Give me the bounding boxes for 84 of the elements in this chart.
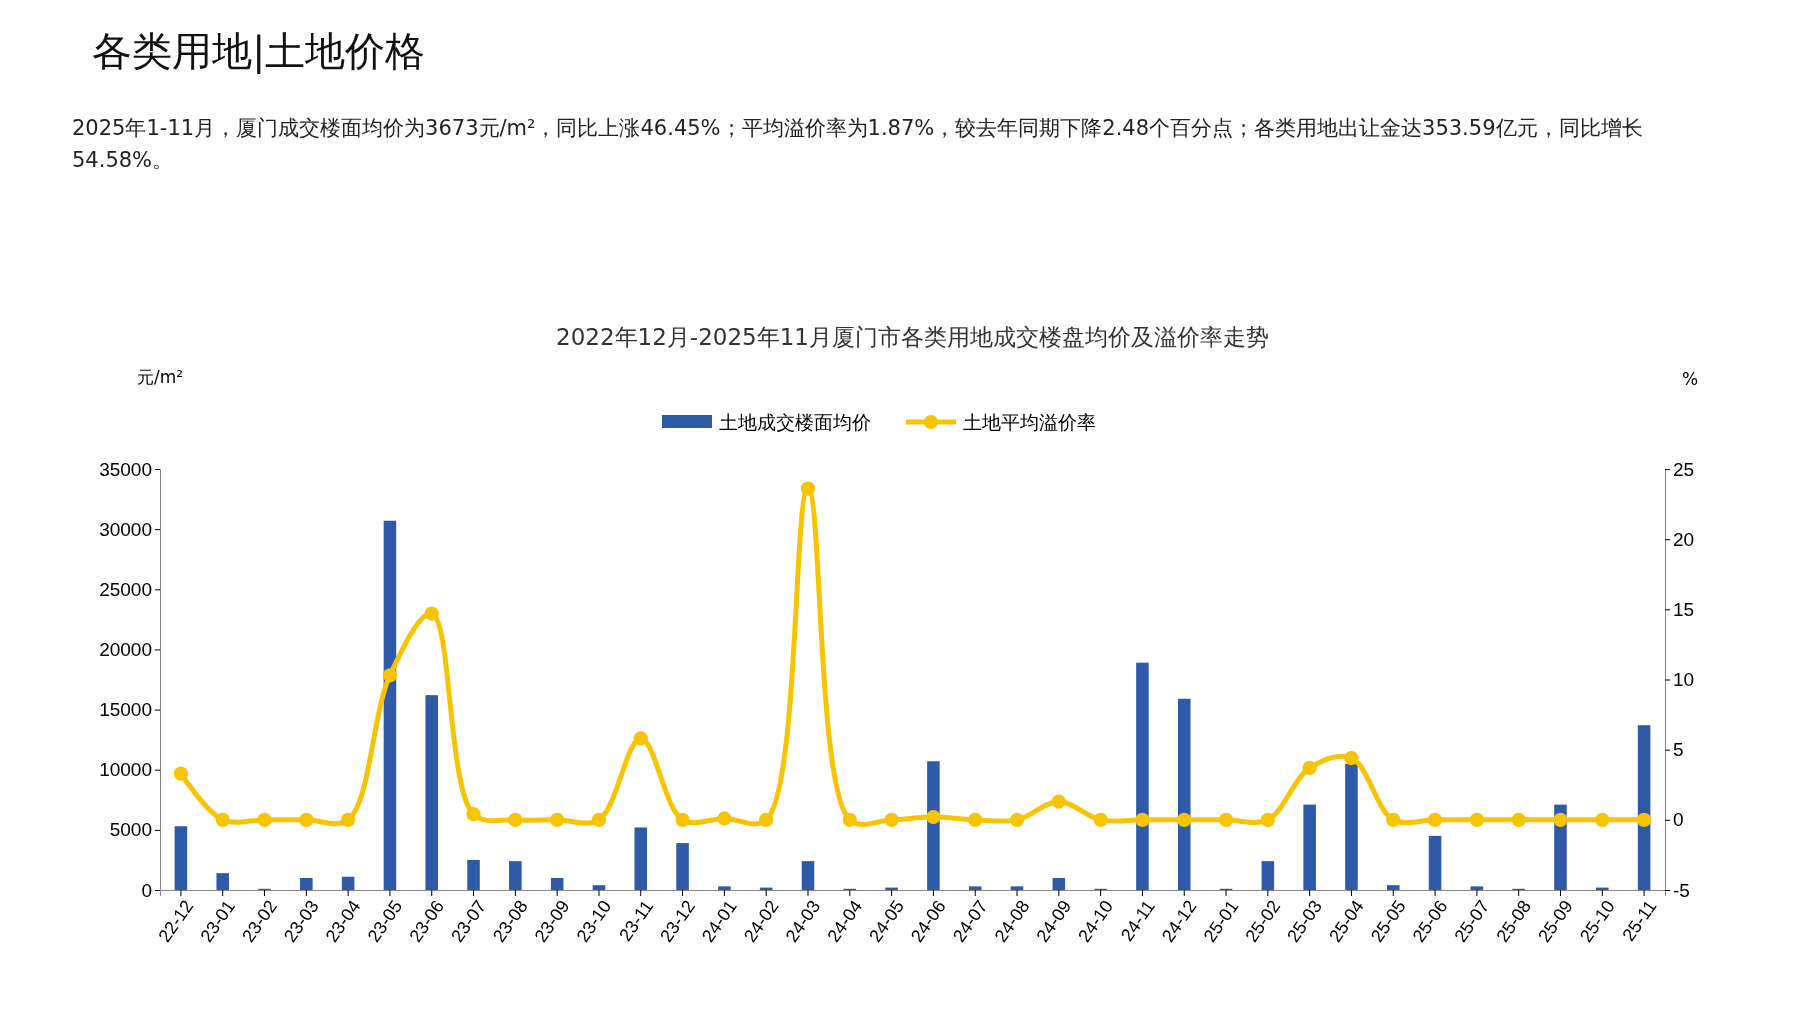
- bar: [341, 876, 355, 890]
- y2-tick-label: 10: [1673, 669, 1695, 691]
- point: [633, 731, 648, 746]
- point: [675, 812, 690, 827]
- y-tick-label: 0: [141, 879, 152, 901]
- point: [1344, 750, 1359, 766]
- point: [382, 668, 398, 683]
- point: [173, 766, 189, 781]
- bar: [509, 861, 522, 890]
- point: [299, 812, 314, 827]
- bar: [927, 761, 940, 890]
- bar: [425, 695, 439, 890]
- y2-tick-label: 25: [1673, 458, 1695, 480]
- y2-tick-label: 0: [1673, 809, 1684, 831]
- bar: [1136, 662, 1149, 890]
- bar: [1470, 886, 1484, 890]
- bar: [174, 826, 188, 890]
- y2-tick-label: -5: [1673, 879, 1690, 901]
- point: [926, 809, 941, 825]
- bar: [634, 827, 648, 890]
- bar: [1052, 877, 1066, 890]
- point: [1135, 812, 1150, 827]
- bar: [550, 877, 564, 890]
- point: [1260, 812, 1275, 827]
- point: [424, 606, 439, 621]
- bar: [216, 873, 229, 890]
- y2-tick-label: 20: [1673, 528, 1695, 550]
- point: [1093, 812, 1108, 827]
- bar: [1010, 886, 1024, 890]
- legend-label: 土地平均溢价率: [963, 411, 1096, 433]
- point: [968, 812, 983, 827]
- legend-label: 土地成交楼面均价: [719, 411, 871, 433]
- bar: [676, 843, 689, 890]
- point: [759, 812, 774, 827]
- point: [884, 812, 899, 827]
- point: [257, 812, 272, 827]
- bar: [1428, 835, 1442, 890]
- point: [1218, 812, 1234, 827]
- y-axis-title: 元/m²: [136, 367, 184, 387]
- bar: [968, 886, 982, 890]
- y-tick-label: 5000: [109, 819, 152, 841]
- point: [1595, 812, 1610, 827]
- y-tick-label: 35000: [99, 458, 152, 480]
- y-tick-label: 30000: [99, 518, 152, 540]
- point: [800, 481, 816, 496]
- bar: [1303, 804, 1316, 890]
- y-tick-label: 10000: [99, 759, 152, 781]
- bar: [467, 859, 480, 890]
- point: [842, 812, 857, 827]
- point: [1009, 812, 1025, 827]
- point: [1427, 812, 1443, 827]
- text: 2022年12月-2025年11月厦门市各类用地成交楼盘均价及溢价率走势: [556, 324, 1269, 350]
- point: [215, 812, 230, 827]
- point: [1051, 794, 1066, 809]
- bar: [801, 861, 815, 890]
- point: [1177, 812, 1192, 827]
- bar: [1345, 763, 1358, 890]
- bar: [592, 885, 606, 890]
- point: [466, 807, 481, 822]
- bar: [300, 877, 313, 890]
- point: [340, 812, 356, 827]
- chart-title: 各类用地|土地价格: [92, 27, 426, 76]
- point: [508, 812, 523, 827]
- y2-tick-label: 5: [1673, 739, 1684, 761]
- y-tick-label: 20000: [99, 639, 152, 661]
- point: [550, 812, 565, 827]
- bar: [1386, 885, 1400, 890]
- y2-axis-title: %: [1681, 369, 1699, 389]
- point: [1386, 812, 1401, 827]
- y2-tick-label: 15: [1673, 598, 1695, 620]
- y-tick-label: 25000: [99, 578, 152, 600]
- point: [1302, 760, 1317, 776]
- bar: [383, 520, 397, 890]
- point: [591, 812, 607, 827]
- bar: [1177, 698, 1191, 890]
- point: [1511, 812, 1526, 827]
- point: [717, 811, 732, 826]
- bar: [718, 886, 731, 890]
- point: [1469, 812, 1485, 827]
- bar: [1261, 861, 1275, 890]
- point: [1553, 812, 1568, 827]
- point: [1636, 812, 1652, 827]
- chart-subtitle: 2025年1-11月，厦门成交楼面均价为3673元/m²，同比上涨46.45%；平均溢价率为1.87%，较去年同期下降2.48个百分点；各类用地出让金达353.59亿元，同比增长54.58%。: [72, 115, 1644, 174]
- y-tick-label: 15000: [99, 699, 152, 721]
